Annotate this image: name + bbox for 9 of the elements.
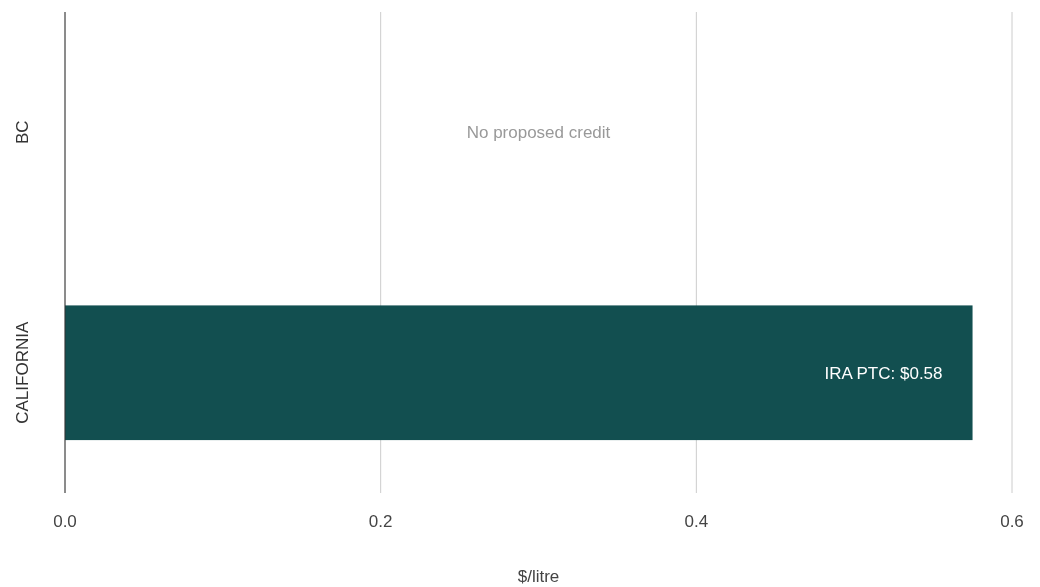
x-tick-label: 0.2	[368, 512, 393, 531]
x-axis-title: $/litre	[517, 567, 560, 586]
data-label: IRA PTC: $0.58	[824, 363, 943, 383]
y-tick-label: BC	[13, 120, 32, 145]
x-tick-label: 0.4	[684, 512, 709, 531]
y-tick-label: CALIFORNIA	[13, 321, 32, 424]
annotation: No proposed credit	[466, 123, 611, 143]
x-tick-label: 0.0	[53, 512, 77, 531]
x-tick-label: 0.6	[1000, 512, 1024, 531]
